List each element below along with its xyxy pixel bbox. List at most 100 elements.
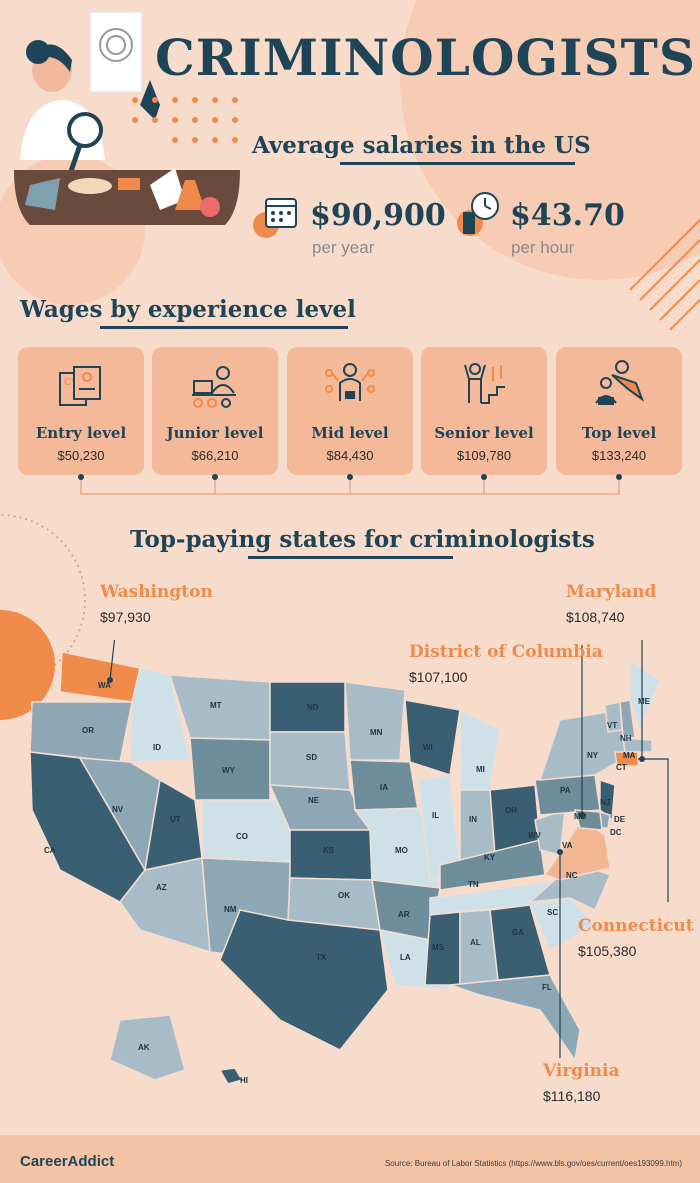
svg-text:GA: GA	[512, 928, 524, 937]
svg-text:SD: SD	[306, 753, 317, 762]
callout-dc-name: District of Columbia	[409, 642, 603, 662]
svg-text:PA: PA	[560, 786, 571, 795]
svg-text:OH: OH	[505, 806, 517, 815]
svg-text:MS: MS	[432, 943, 445, 952]
top-level-value: $133,240	[591, 448, 647, 463]
state-nj	[599, 778, 616, 822]
svg-text:IA: IA	[380, 783, 388, 792]
state-ak	[109, 1014, 186, 1081]
svg-text:CV: CV	[64, 377, 78, 388]
callout-washington-value: $97,930	[100, 609, 151, 625]
svg-text:HI: HI	[240, 1076, 248, 1085]
state-sc	[528, 897, 597, 952]
svg-text:IN: IN	[469, 815, 477, 824]
svg-text:NV: NV	[112, 805, 124, 814]
callout-virginia-value: $116,180	[543, 1088, 601, 1104]
callout-maryland-name: Maryland	[566, 582, 657, 602]
state-labels: WA OR CA ID MT WY NV UT AZ CO NM ND SD NE KS OK TX MN…	[44, 681, 651, 1085]
svg-text:ME: ME	[638, 697, 651, 706]
svg-text:CO: CO	[236, 832, 248, 841]
experience-heading: Wages by experience level	[20, 296, 356, 323]
yearly-salary: $90,900	[310, 198, 446, 233]
state-mn	[344, 681, 406, 761]
state-mi	[459, 708, 501, 791]
state-wa	[59, 651, 141, 703]
svg-text:NJ: NJ	[600, 798, 610, 807]
svg-text:NE: NE	[308, 796, 320, 805]
brand-logo: CareerAddict	[20, 1153, 115, 1170]
svg-text:VA: VA	[562, 841, 573, 850]
senior-level-label: Senior level	[434, 424, 534, 442]
state-or	[29, 701, 133, 763]
state-id	[129, 667, 191, 763]
svg-text:CT: CT	[616, 763, 627, 772]
svg-text:TX: TX	[316, 953, 327, 962]
svg-text:TN: TN	[468, 880, 479, 889]
callout-virginia-name: Virginia	[543, 1061, 620, 1081]
state-nh	[619, 699, 636, 739]
network-person-icon	[325, 363, 375, 401]
svg-text:OR: OR	[82, 726, 94, 735]
experience-card-senior: Senior level $109,780	[421, 347, 547, 475]
hourly-salary: $43.70	[510, 198, 625, 233]
svg-text:UT: UT	[170, 815, 181, 824]
mid-level-value: $84,430	[326, 448, 374, 463]
state-ct	[614, 751, 639, 767]
page-title: CRIMINOLOGISTS	[155, 28, 696, 87]
callout-maryland-value: $108,740	[566, 609, 625, 625]
calendar-icon	[253, 198, 297, 238]
svg-text:FL: FL	[542, 983, 552, 992]
state-va	[543, 818, 611, 881]
experience-card-entry: CV Entry level $50,230	[18, 347, 144, 475]
states-underline	[248, 556, 453, 559]
salary-subtitle: Average salaries in the US	[252, 132, 591, 159]
svg-text:ND: ND	[307, 703, 319, 712]
svg-text:AL: AL	[470, 938, 481, 947]
stairs-person-icon	[464, 363, 505, 404]
svg-text:MA: MA	[623, 751, 636, 760]
criminologist-illustration	[14, 11, 240, 225]
state-fl	[449, 974, 581, 1062]
state-tx	[219, 909, 389, 1051]
experience-card-mid: Mid level $84,430	[287, 347, 413, 475]
svg-text:DC: DC	[610, 828, 622, 837]
svg-text:NC: NC	[566, 871, 578, 880]
us-map: WA OR CA ID MT WY NV UT AZ CO NM ND SD NE KS OK TX MN…	[29, 640, 669, 1085]
state-hi	[218, 1067, 244, 1085]
cv-icon: CV	[59, 366, 101, 406]
state-co	[201, 799, 291, 863]
junior-level-value: $66,210	[191, 448, 239, 463]
superhero-icon	[595, 360, 645, 405]
junior-level-label: Junior level	[166, 424, 264, 442]
state-pa	[534, 774, 601, 816]
state-az	[119, 857, 211, 954]
experience-connector	[78, 474, 622, 495]
experience-underline	[100, 326, 348, 329]
svg-text:MI: MI	[476, 765, 485, 774]
entry-level-label: Entry level	[35, 424, 127, 442]
clock-icon	[457, 192, 499, 236]
hourly-unit: per hour	[511, 238, 575, 257]
entry-level-value: $50,230	[57, 448, 105, 463]
state-in	[459, 789, 496, 861]
states-heading: Top-paying states for criminologists	[130, 526, 595, 553]
laptop-person-icon	[192, 366, 236, 408]
callout-connecticut-name: Connecticut	[578, 916, 694, 936]
footer: CareerAddict Source: Bureau of Labor Sta…	[0, 1135, 700, 1183]
callout-connecticut-value: $105,380	[578, 943, 637, 959]
svg-text:ID: ID	[153, 743, 161, 752]
svg-text:OK: OK	[338, 891, 350, 900]
callout-dc-value: $107,100	[409, 669, 468, 685]
subtitle-underline	[340, 162, 575, 165]
svg-text:WV: WV	[528, 831, 542, 840]
top-level-label: Top level	[581, 424, 657, 442]
state-me	[629, 658, 661, 733]
svg-text:SC: SC	[547, 908, 558, 917]
svg-text:AZ: AZ	[156, 883, 167, 892]
mid-level-label: Mid level	[311, 424, 389, 442]
svg-text:NY: NY	[587, 751, 599, 760]
svg-text:DE: DE	[614, 815, 626, 824]
svg-text:IL: IL	[432, 811, 439, 820]
svg-text:MO: MO	[395, 846, 408, 855]
experience-card-top: Top level $133,240	[556, 347, 682, 475]
